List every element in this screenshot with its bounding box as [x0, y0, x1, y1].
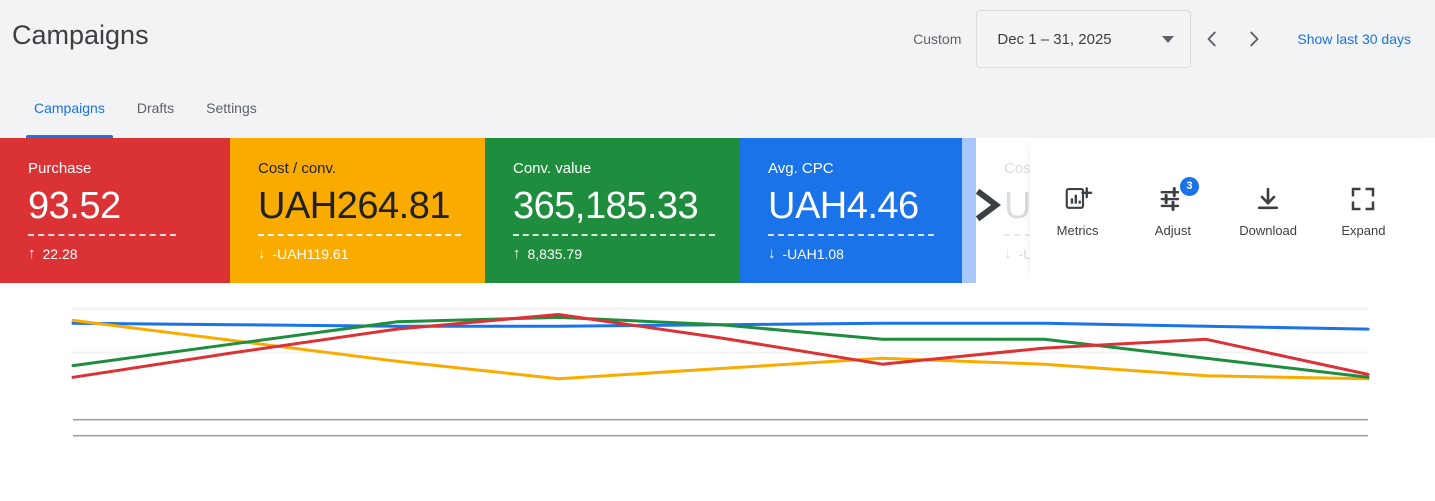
- tab-settings-label: Settings: [206, 100, 257, 116]
- scorecard-delta-value: 22.28: [42, 246, 78, 262]
- scorecard-value: 365,185.33: [513, 185, 699, 227]
- chart-add-icon: [1063, 184, 1093, 214]
- scorecard-delta: ↓ -UAH119.61: [258, 246, 485, 262]
- tab-settings[interactable]: Settings: [190, 78, 273, 138]
- chevron-right-icon: [1250, 31, 1259, 47]
- metrics-button[interactable]: Metrics: [1030, 163, 1125, 259]
- expand-icon: [1348, 184, 1378, 214]
- page-header: Campaigns Custom Dec 1 – 31, 2025 Show l…: [0, 0, 1435, 78]
- scorecard-divider: [28, 234, 176, 236]
- scorecard-delta: ↑ 8,835.79: [513, 246, 740, 262]
- chart-series-line: [71, 315, 1370, 379]
- scorecard-delta: ↑ 22.28: [28, 246, 230, 262]
- chart-series-line: [71, 313, 1370, 379]
- scorecard-value: 93.52: [28, 185, 121, 227]
- arrow-up-icon: ↑: [513, 245, 521, 262]
- scorecard-divider: [513, 234, 715, 236]
- adjust-button[interactable]: 3 Adjust: [1125, 163, 1220, 259]
- adjust-label: Adjust: [1154, 222, 1191, 238]
- expand-label: Expand: [1341, 222, 1386, 238]
- tab-campaigns[interactable]: Campaigns: [18, 78, 121, 138]
- next-period-button[interactable]: [1233, 18, 1275, 60]
- scorecard-divider: [258, 234, 461, 236]
- adjust-badge: 3: [1179, 176, 1199, 196]
- scorecard-divider: [768, 234, 934, 236]
- scroll-right-button[interactable]: [968, 183, 1012, 227]
- scorecard-value: UAH264.81: [258, 185, 450, 227]
- download-button[interactable]: Download: [1221, 163, 1316, 259]
- tab-campaigns-label: Campaigns: [34, 100, 105, 116]
- chevron-down-icon: [1162, 35, 1175, 43]
- scorecard-purchase[interactable]: Purchase 93.52 ↑ 22.28: [0, 138, 230, 283]
- chevron-right-icon: [975, 188, 1001, 222]
- scorecard-avg-cpc[interactable]: Avg. CPC UAH4.46 ↓ -UAH1.08: [740, 138, 962, 283]
- performance-chart: [0, 283, 1435, 501]
- arrow-up-icon: ↑: [28, 245, 36, 262]
- chart-toolbar: Metrics 3 Adjust: [1030, 138, 1435, 283]
- previous-period-button[interactable]: [1191, 18, 1233, 60]
- scorecard-label: Conv. value: [513, 160, 592, 177]
- scorecard-delta: ↓ -UAH1.08: [768, 246, 962, 262]
- scorecard-label: Cost: [1004, 160, 1035, 177]
- scorecard-delta-value: -UAH119.61: [272, 246, 349, 262]
- date-range-dropdown[interactable]: Dec 1 – 31, 2025: [976, 10, 1192, 68]
- scorecard-label: Cost / conv.: [258, 160, 337, 177]
- date-range-value: Dec 1 – 31, 2025: [997, 30, 1112, 48]
- chart-canvas: [71, 307, 1370, 437]
- arrow-down-icon: ↓: [258, 245, 266, 262]
- chevron-left-icon: [1207, 31, 1217, 47]
- scorecard-cost-per-conv[interactable]: Cost / conv. UAH264.81 ↓ -UAH119.61: [230, 138, 485, 283]
- arrow-down-icon: ↓: [1004, 245, 1012, 262]
- sliders-icon: 3: [1158, 176, 1199, 214]
- scorecard-delta-value: -UAH1.08: [782, 246, 844, 262]
- scorecard-label: Avg. CPC: [768, 160, 834, 177]
- expand-button[interactable]: Expand: [1316, 163, 1411, 259]
- scorecard-selection-strip: [962, 138, 976, 283]
- tab-bar: Campaigns Drafts Settings: [0, 78, 1435, 138]
- chart-series-line: [71, 318, 1370, 381]
- tab-drafts-label: Drafts: [136, 100, 175, 116]
- scorecard-value: UAH4.46: [768, 185, 919, 227]
- page-title: Campaigns: [12, 20, 149, 50]
- show-last-30-days-link[interactable]: Show last 30 days: [1297, 31, 1411, 47]
- metrics-label: Metrics: [1056, 222, 1099, 238]
- scorecard-label: Purchase: [28, 160, 92, 177]
- custom-label: Custom: [913, 31, 962, 47]
- date-range-controls: Custom Dec 1 – 31, 2025 Show last 30 day…: [913, 0, 1411, 78]
- tab-drafts[interactable]: Drafts: [121, 78, 190, 138]
- download-icon: [1253, 184, 1283, 214]
- scorecard-delta-value: 8,835.79: [527, 246, 583, 262]
- arrow-down-icon: ↓: [768, 245, 776, 262]
- scorecard-conv-value[interactable]: Conv. value 365,185.33 ↑ 8,835.79: [485, 138, 740, 283]
- download-label: Download: [1239, 222, 1298, 238]
